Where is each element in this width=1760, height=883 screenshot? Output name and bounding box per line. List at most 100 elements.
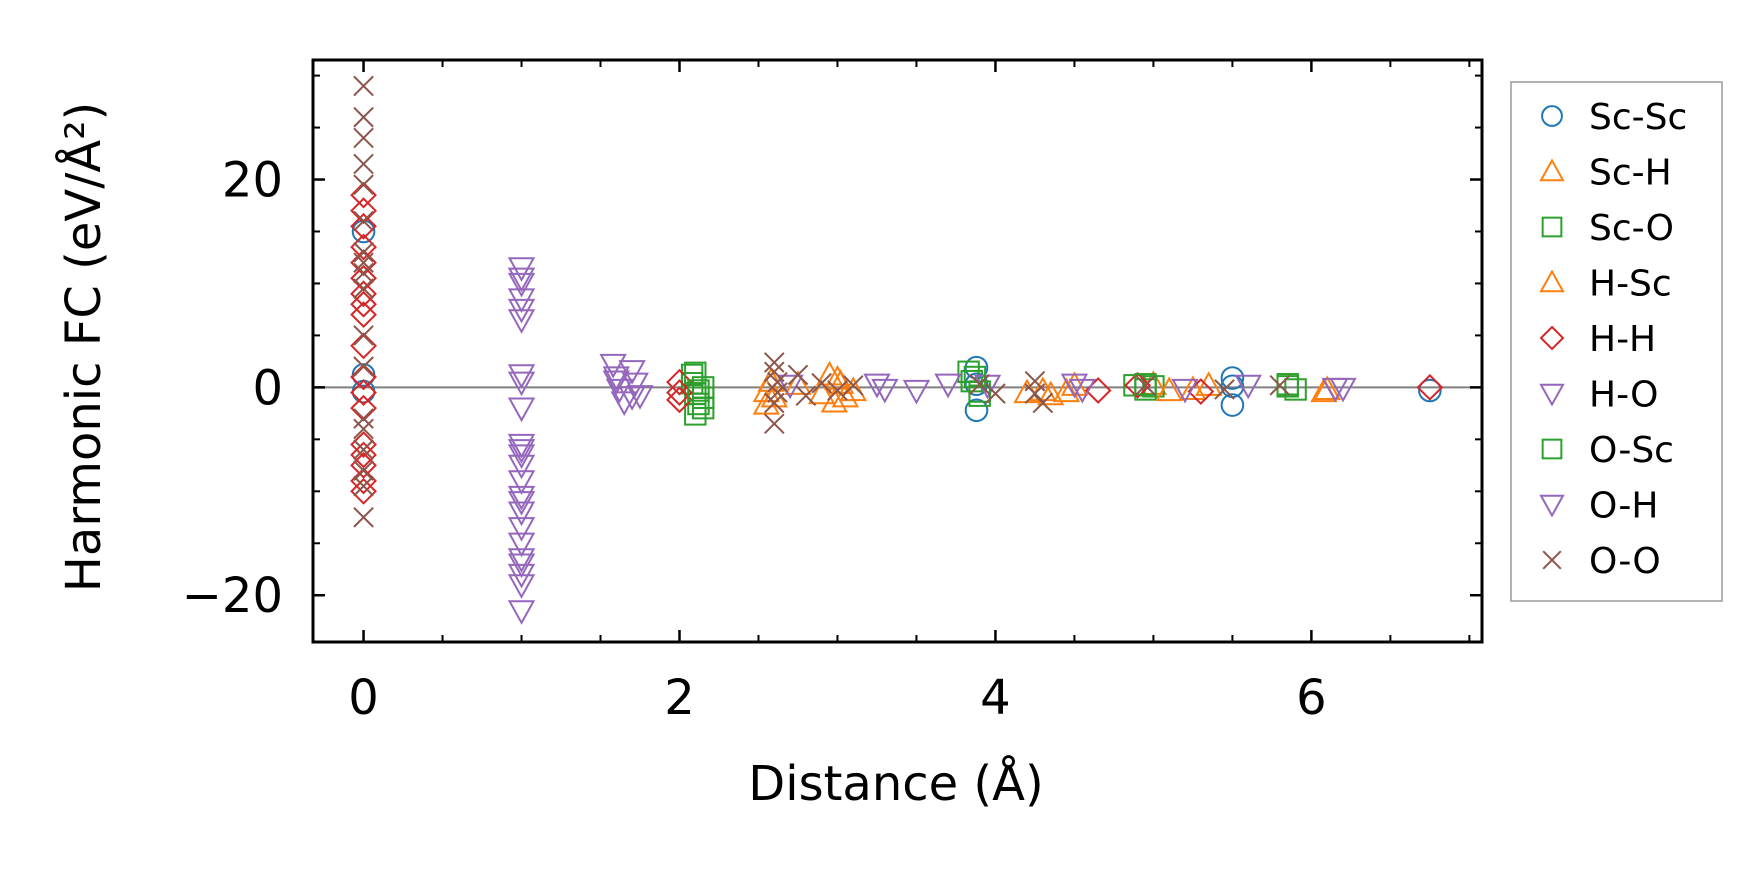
point-o-o xyxy=(1269,374,1291,396)
y-axis-label: Harmonic FC (eV/Å²) xyxy=(55,102,112,592)
x-axis-label: Distance (Å) xyxy=(748,755,1043,812)
point-h-o xyxy=(507,397,536,423)
point-o-o xyxy=(353,75,374,97)
point-sc-h xyxy=(831,382,860,408)
point-h-h xyxy=(350,249,377,277)
point-h-h xyxy=(1416,373,1444,401)
point-o-sc xyxy=(684,361,707,385)
legend-marker-sc-o xyxy=(1541,216,1563,238)
point-o-h xyxy=(507,439,536,464)
point-o-h xyxy=(1068,378,1097,404)
point-h-h xyxy=(350,394,377,422)
point-o-o xyxy=(969,373,990,395)
point-o-o xyxy=(353,439,374,461)
data-points xyxy=(350,75,1444,625)
point-o-o xyxy=(353,278,374,299)
point-h-h xyxy=(350,332,377,360)
legend-marker-sc-h xyxy=(1539,158,1565,182)
point-o-o xyxy=(353,475,374,497)
point-sc-h xyxy=(815,360,844,386)
plot-area xyxy=(311,58,1484,644)
point-sc-h xyxy=(752,389,781,415)
point-o-o xyxy=(1135,374,1156,396)
point-o-o xyxy=(795,385,817,406)
point-h-h xyxy=(350,467,377,495)
point-o-o xyxy=(353,174,374,196)
legend-label-h-sc: H-Sc xyxy=(1589,264,1672,305)
point-o-h xyxy=(602,370,631,396)
point-o-o xyxy=(1032,392,1054,414)
point-o-o xyxy=(353,252,374,273)
legend-marker-o-h xyxy=(1539,494,1565,518)
point-o-sc xyxy=(691,396,715,420)
point-o-o xyxy=(353,127,374,149)
point-h-h xyxy=(350,363,377,391)
point-h-h xyxy=(350,379,377,406)
point-h-h xyxy=(1084,377,1112,404)
legend-marker-h-sc xyxy=(1539,269,1565,293)
point-h-sc xyxy=(839,376,867,402)
point-o-sc xyxy=(1134,373,1157,396)
point-h-o xyxy=(605,378,634,404)
legend-marker-h-o xyxy=(1539,383,1565,407)
point-h-o xyxy=(626,385,654,410)
point-sc-sc xyxy=(964,398,989,423)
point-o-o xyxy=(353,153,374,175)
point-o-h xyxy=(871,378,899,404)
point-o-o xyxy=(353,408,374,429)
point-h-o xyxy=(507,600,536,625)
legend-label-sc-o: Sc-O xyxy=(1589,208,1674,249)
point-h-h xyxy=(350,181,377,209)
point-sc-sc xyxy=(1220,366,1245,390)
point-h-o xyxy=(507,267,536,293)
point-o-o xyxy=(1214,379,1235,400)
point-o-o xyxy=(353,262,374,284)
x-tick-label: 4 xyxy=(980,670,1011,726)
point-h-o xyxy=(507,364,536,389)
point-sc-h xyxy=(1313,375,1341,401)
legend-label-o-sc: O-Sc xyxy=(1589,430,1674,471)
legend-label-sc-sc: Sc-Sc xyxy=(1589,97,1687,138)
point-h-sc xyxy=(807,379,836,405)
point-h-o xyxy=(507,532,536,558)
point-o-o xyxy=(763,352,785,373)
point-sc-sc xyxy=(351,379,376,404)
point-sc-h xyxy=(1037,380,1065,406)
legend-label-sc-h: Sc-H xyxy=(1589,153,1672,194)
legend-marker-sc-sc xyxy=(1541,105,1563,127)
point-o-o xyxy=(353,106,374,128)
legend-label-h-o: H-O xyxy=(1589,375,1658,416)
point-o-h xyxy=(934,373,962,399)
point-o-o xyxy=(811,372,832,394)
point-h-sc xyxy=(1155,376,1183,402)
y-tick-label: −20 xyxy=(182,568,283,624)
point-h-o xyxy=(1060,373,1089,399)
point-h-o xyxy=(610,391,638,416)
point-sc-sc xyxy=(1220,393,1245,417)
point-h-h xyxy=(350,212,377,240)
point-h-h xyxy=(350,301,377,329)
point-sc-o xyxy=(1284,378,1307,401)
point-o-o xyxy=(353,356,374,377)
point-o-o xyxy=(353,460,374,481)
point-o-h xyxy=(507,272,536,298)
x-tick-label: 6 xyxy=(1296,670,1327,726)
point-o-h xyxy=(1329,377,1357,403)
point-o-o xyxy=(1024,383,1046,404)
point-o-o xyxy=(353,418,374,440)
point-h-o xyxy=(507,501,536,527)
point-h-sc xyxy=(823,365,852,390)
point-o-h xyxy=(618,386,646,411)
point-h-h xyxy=(350,197,377,225)
point-o-o xyxy=(827,380,848,401)
point-o-sc xyxy=(963,365,987,389)
point-sc-o xyxy=(684,403,707,426)
point-h-h xyxy=(350,290,377,318)
point-h-o xyxy=(599,353,627,379)
point-o-o xyxy=(353,241,374,263)
point-h-h xyxy=(350,264,377,292)
point-o-o xyxy=(763,413,785,435)
point-h-sc xyxy=(1029,376,1057,402)
point-h-h xyxy=(350,477,377,505)
